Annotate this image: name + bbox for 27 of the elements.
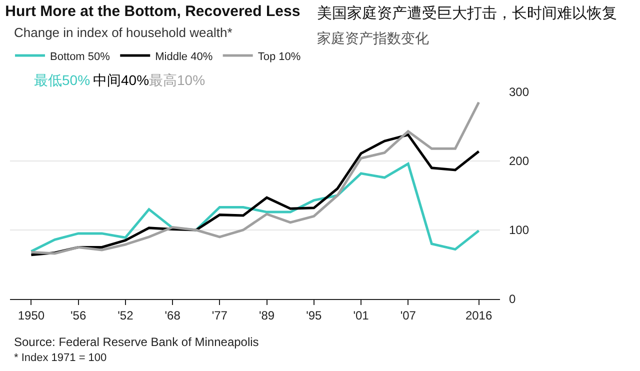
x-tick-label: 2016 xyxy=(465,308,492,322)
source-note: Source: Federal Reserve Bank of Minneapolis xyxy=(14,335,259,349)
chart-subtitle: Change in index of household wealth* xyxy=(14,25,232,40)
text: * Index 1971 = 100 xyxy=(14,352,107,364)
legend-label: Middle 40% xyxy=(155,50,213,63)
legend-label: Top 10% xyxy=(258,50,301,63)
text: 中间40% xyxy=(93,72,150,88)
chart-title: Hurt More at the Bottom, Recovered Less xyxy=(5,3,300,20)
x-tick-label: '68 xyxy=(164,308,181,322)
line-series xyxy=(30,101,480,255)
y-tick-label: 300 xyxy=(509,85,530,100)
x-tick-label: '01 xyxy=(353,308,370,322)
x-tick-label: '56 xyxy=(70,308,86,322)
text: 美国家庭资产遭受巨大打击，长时间难以恢复 xyxy=(317,5,617,22)
x-tick-label: '95 xyxy=(306,308,322,322)
text: 家庭资产指数变化 xyxy=(317,30,429,46)
text: 最低50% xyxy=(34,72,90,88)
y-tick-label: 0 xyxy=(509,292,516,306)
y-tick-label: 100 xyxy=(509,223,530,238)
y-tick-label: 200 xyxy=(509,154,530,168)
x-tick-label: '07 xyxy=(400,308,416,322)
text: 最高10% xyxy=(149,72,206,88)
x-tick-label: '89 xyxy=(258,308,275,322)
legend-label: Bottom 50% xyxy=(50,50,110,63)
x-tick-label: 1950 xyxy=(18,308,45,322)
x-tick-label: '52 xyxy=(118,308,134,322)
x-tick-label: '77 xyxy=(212,308,228,322)
